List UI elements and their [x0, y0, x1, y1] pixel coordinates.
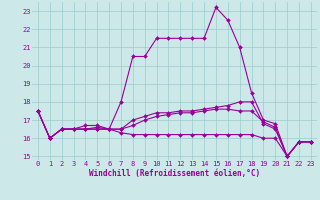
X-axis label: Windchill (Refroidissement éolien,°C): Windchill (Refroidissement éolien,°C) — [89, 169, 260, 178]
